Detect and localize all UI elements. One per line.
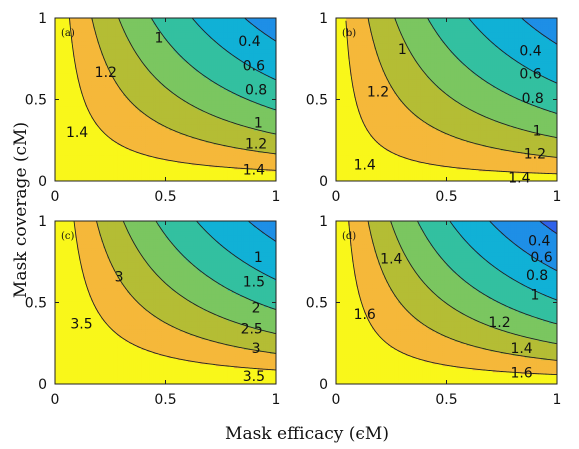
x-tick-label: 0.5 xyxy=(435,189,457,205)
y-tick-label: 0 xyxy=(319,377,328,393)
contour-label: 1 xyxy=(154,31,163,47)
contour-label: 1.4 xyxy=(510,341,532,357)
contour-label: 1 xyxy=(533,124,542,140)
contour-line xyxy=(367,221,557,361)
panel-label: (d) xyxy=(342,231,356,242)
panel-b: 00 0.5 0.5 1 1 (b) 0.4 0.6 0.8 1 1 1.2 1.2 1.4 1.4 xyxy=(306,11,562,205)
contour-label: 1.4 xyxy=(66,125,88,141)
contour-label: 1.6 xyxy=(354,307,376,323)
panel-a: 00 0.5 0.5 1 1 (a) 0.4 0.6 0.8 1 1 1.2 1.2 1.4 1.4 xyxy=(25,11,281,205)
contour-line xyxy=(427,18,557,114)
contour-label: 3.5 xyxy=(243,369,265,385)
x-tick-label: 0 xyxy=(332,189,341,205)
contour-line xyxy=(416,221,557,325)
contour-line xyxy=(122,221,276,335)
x-tick-label: 0 xyxy=(332,392,341,408)
contour-label: 1 xyxy=(398,42,407,58)
contour-label: 0.8 xyxy=(245,83,267,99)
contour-label: 0.6 xyxy=(530,250,552,266)
contour-line xyxy=(468,18,557,84)
y-axis-title: Mask coverage (cM) xyxy=(11,122,31,298)
y-tick-label: 1 xyxy=(319,11,328,27)
contour-fill xyxy=(336,221,557,384)
contour-line xyxy=(367,18,557,158)
y-tick-label: 0.5 xyxy=(25,296,47,312)
y-tick-label: 0 xyxy=(319,174,328,190)
contour-label: 0.8 xyxy=(526,268,548,284)
y-tick-label: 0.5 xyxy=(306,93,328,109)
contour-label: 1.4 xyxy=(354,158,376,174)
panel-c: 00 0.5 0.5 1 1 (c) 1 1.5 2 2.5 3 3 3.5 3.5 xyxy=(25,214,281,408)
contour-label: 0.6 xyxy=(243,58,265,74)
contour-line xyxy=(191,18,276,81)
y-tick-label: 0 xyxy=(38,377,47,393)
contour-label: 2 xyxy=(252,300,261,316)
contour-line xyxy=(348,221,557,376)
contour-label: 1.6 xyxy=(510,366,532,382)
contour-line xyxy=(155,221,276,310)
y-tick-label: 0 xyxy=(38,174,47,190)
contour-label: 0.8 xyxy=(522,91,544,107)
y-tick-label: 1 xyxy=(319,214,328,230)
contour-line xyxy=(449,221,557,301)
contour-line xyxy=(118,18,276,135)
x-tick-label: 0 xyxy=(51,189,60,205)
contour-fill xyxy=(55,221,276,384)
contour-line xyxy=(195,221,276,281)
contour-line xyxy=(488,221,557,272)
x-axis-title: Mask efficacy (ϵM) xyxy=(225,424,389,444)
contour-label: 0.4 xyxy=(519,44,541,60)
contour-label: 1.2 xyxy=(488,315,510,331)
contour-label: 3 xyxy=(115,269,124,285)
contour-label: 0.6 xyxy=(519,66,541,82)
x-tick-label: 1 xyxy=(553,189,562,205)
x-tick-label: 0.5 xyxy=(154,189,176,205)
contour-label: 3 xyxy=(252,341,261,357)
panel-d: 000.50.511(d) 0.40.60.811.21.41.41.61.6 xyxy=(306,214,562,408)
y-tick-label: 1 xyxy=(38,214,47,230)
contour-label: 3.5 xyxy=(70,317,92,333)
contour-label: 0.4 xyxy=(528,234,550,250)
y-tick-label: 1 xyxy=(38,11,47,27)
contour-line xyxy=(247,221,276,242)
panel-label: (a) xyxy=(61,28,75,39)
contour-line xyxy=(96,221,276,354)
contour-line xyxy=(69,18,276,171)
x-tick-label: 0.5 xyxy=(154,392,176,408)
contour-label: 1.2 xyxy=(367,84,389,100)
contour-label: 1.4 xyxy=(243,163,265,179)
contour-label: 1 xyxy=(530,287,539,303)
contour-label: 2.5 xyxy=(241,322,263,338)
contour-label: 1.2 xyxy=(95,65,117,81)
contour-label: 1.4 xyxy=(508,171,530,187)
contour-label: 1.4 xyxy=(380,252,402,268)
contour-line xyxy=(243,18,276,42)
y-tick-label: 0.5 xyxy=(306,296,328,312)
contour-line xyxy=(390,221,557,345)
x-tick-label: 0.5 xyxy=(435,392,457,408)
x-tick-label: 0 xyxy=(51,392,60,408)
x-tick-label: 1 xyxy=(553,392,562,408)
contour-label: 1 xyxy=(254,115,263,131)
x-tick-label: 1 xyxy=(272,189,281,205)
y-tick-label: 0.5 xyxy=(25,93,47,109)
contour-line xyxy=(394,18,557,139)
contour-line xyxy=(91,18,276,155)
panel-label: (c) xyxy=(61,231,75,242)
contour-line xyxy=(538,221,557,235)
contour-label: 0.4 xyxy=(238,34,260,50)
x-tick-label: 1 xyxy=(272,392,281,408)
contour-label: 1.2 xyxy=(524,146,546,162)
contour-line xyxy=(345,20,557,175)
contour-line xyxy=(520,18,557,45)
contour-line xyxy=(150,18,276,111)
contour-label: 1.5 xyxy=(243,274,265,290)
contour-label: 1.2 xyxy=(245,137,267,153)
panel-label: (b) xyxy=(342,28,356,39)
contour-line xyxy=(73,221,276,371)
contour-label: 1 xyxy=(254,250,263,266)
